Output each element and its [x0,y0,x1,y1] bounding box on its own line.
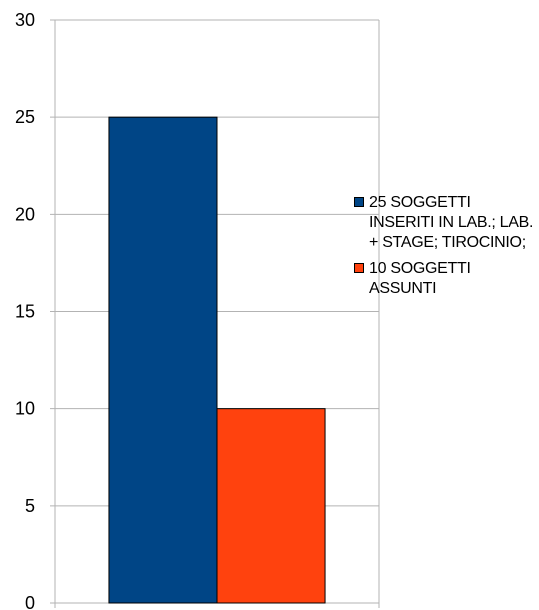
y-tick-label-10: 10 [15,399,35,419]
legend-label-series-2: 10 SOGGETTI ASSUNTI [369,260,471,297]
y-tick-label-5: 5 [25,496,35,516]
bar-series-2 [216,408,326,604]
y-tick-labels: 0 5 10 15 20 25 30 [15,10,35,610]
legend: 25 SOGGETTI INSERITI IN LAB.; LAB. + STA… [354,193,538,305]
y-tick-label-0: 0 [25,593,35,610]
y-tick-label-25: 25 [15,107,35,127]
legend-swatch-series-1 [354,197,364,207]
axes [54,20,380,608]
bars [108,116,326,604]
y-tick-label-15: 15 [15,302,35,322]
y-tick-label-30: 30 [15,10,35,30]
legend-label-series-1: 25 SOGGETTI INSERITI IN LAB.; LAB. + STA… [369,194,534,251]
bar-series-1 [108,116,218,604]
legend-swatch-series-2 [354,263,364,273]
legend-item-series-2: 10 SOGGETTI ASSUNTI [354,259,538,299]
legend-item-series-1: 25 SOGGETTI INSERITI IN LAB.; LAB. + STA… [354,193,538,253]
y-tick-label-20: 20 [15,204,35,224]
